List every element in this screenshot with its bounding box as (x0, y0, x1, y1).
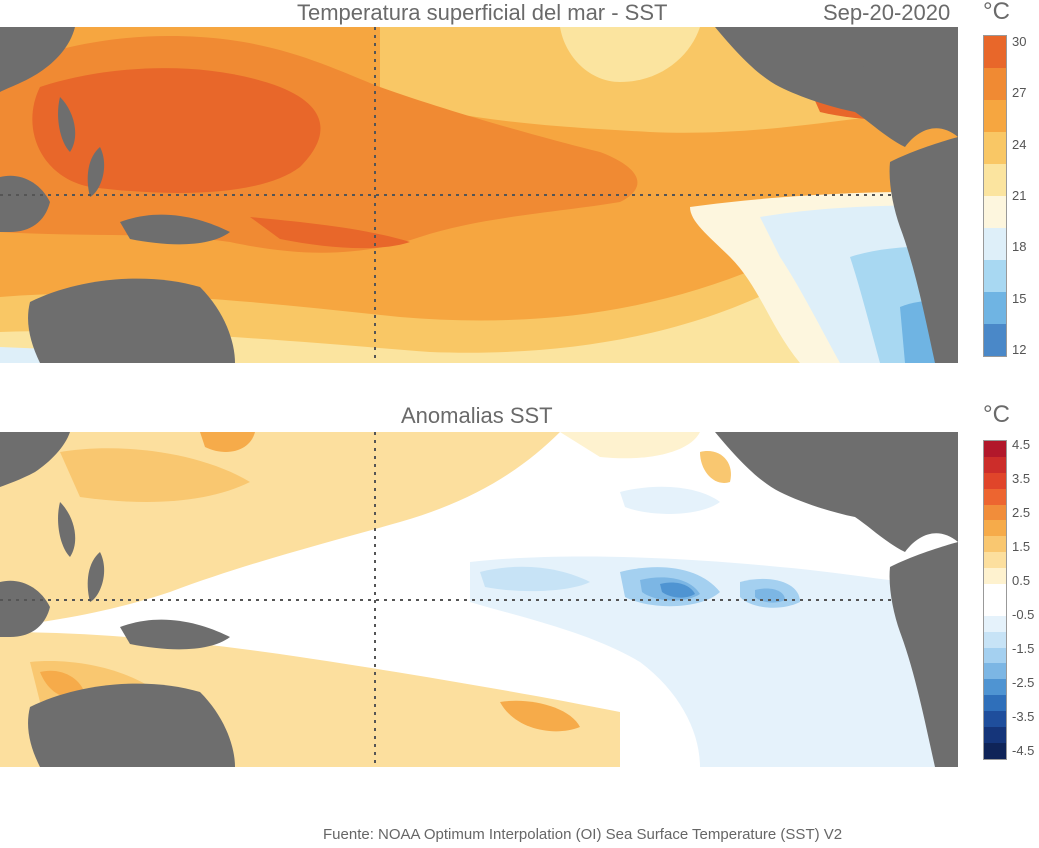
sst-colorbar-tick-label: 18 (1012, 239, 1027, 255)
anomaly-colorbar-swatch (984, 711, 1006, 728)
sst-colorbar-swatch (984, 260, 1006, 292)
sst-colorbar-tick-label: 30 (1012, 34, 1027, 49)
anomaly-colorbar-swatch (984, 552, 1006, 569)
anomaly-colorbar-tick-label: -0.5 (1012, 607, 1035, 622)
sst-colorbar-tick-label: 27 (1012, 85, 1027, 101)
anomaly-colorbar-swatch (984, 647, 1006, 664)
anomaly-colorbar-swatch (984, 742, 1006, 759)
anomaly-colorbar-swatch (984, 472, 1006, 489)
sst-colorbar-swatch (984, 228, 1006, 260)
anomaly-colorbar-tick-label: -2.5 (1012, 675, 1035, 690)
anomaly-colorbar-swatch (984, 568, 1006, 585)
anomaly-colorbar-tick-label: 0.5 (1012, 573, 1031, 588)
sst-colorbar-tick-label: 15 (1012, 290, 1027, 306)
anomaly-colorbar-swatch (984, 631, 1006, 648)
data-source-caption: Fuente: NOAA Optimum Interpolation (OI) … (323, 826, 843, 843)
sst-colorbar-swatch (984, 324, 1006, 356)
anomaly-colorbar-swatch (984, 679, 1006, 696)
sst-map (0, 27, 958, 363)
sst-colorbar-swatch (984, 164, 1006, 196)
anomaly-colorbar-tick-label: -3.5 (1012, 709, 1035, 724)
anomaly-colorbar-swatch (984, 536, 1006, 553)
anomaly-colorbar-swatch (984, 441, 1006, 457)
sst-colorbar-swatch (984, 292, 1006, 324)
sst-colorbar-swatch (984, 100, 1006, 132)
sst-colorbar (983, 35, 1007, 357)
anomaly-colorbar-swatch (984, 520, 1006, 537)
anomaly-colorbar-swatch (984, 727, 1006, 743)
sst-colorbar-swatch (984, 132, 1006, 164)
anomaly-colorbar-tick-label: 1.5 (1012, 539, 1031, 554)
anomaly-colorbar-swatch (984, 663, 1006, 680)
anomaly-colorbar-swatch (984, 695, 1006, 712)
anomaly-colorbar-tick-label: 3.5 (1012, 471, 1031, 486)
sst-date: Sep-20-2020 (823, 0, 951, 25)
sst-colorbar-swatch (984, 36, 1006, 68)
anomaly-colorbar-tick-label: -1.5 (1012, 641, 1035, 656)
anomaly-title: Anomalias SST (401, 403, 553, 428)
anomaly-colorbar-swatch (984, 584, 1006, 600)
anomaly-colorbar-tick-label: 2.5 (1012, 505, 1031, 520)
anomaly-colorbar-swatch (984, 599, 1006, 616)
sst-colorbar-tick-label: 21 (1012, 188, 1027, 203)
anomaly-map (0, 432, 958, 767)
anomaly-colorbar-swatch (984, 456, 1006, 473)
anomaly-unit-label: °C (983, 401, 1010, 428)
sst-title: Temperatura superficial del mar - SST (297, 0, 668, 25)
sst-colorbar-tick-label: 24 (1012, 136, 1027, 152)
anomaly-colorbar (983, 440, 1007, 760)
sst-colorbar-swatch (984, 196, 1006, 228)
anomaly-colorbar-tick-label: 4.5 (1012, 437, 1031, 452)
sst-unit-label: °C (983, 0, 1010, 25)
sst-colorbar-tick-label: 12 (1012, 342, 1027, 357)
anomaly-colorbar-swatch (984, 504, 1006, 521)
sst-colorbar-swatch (984, 68, 1006, 100)
anomaly-colorbar-tick-label: -4.5 (1012, 743, 1035, 758)
anomaly-colorbar-swatch (984, 615, 1006, 632)
anomaly-colorbar-swatch (984, 488, 1006, 505)
